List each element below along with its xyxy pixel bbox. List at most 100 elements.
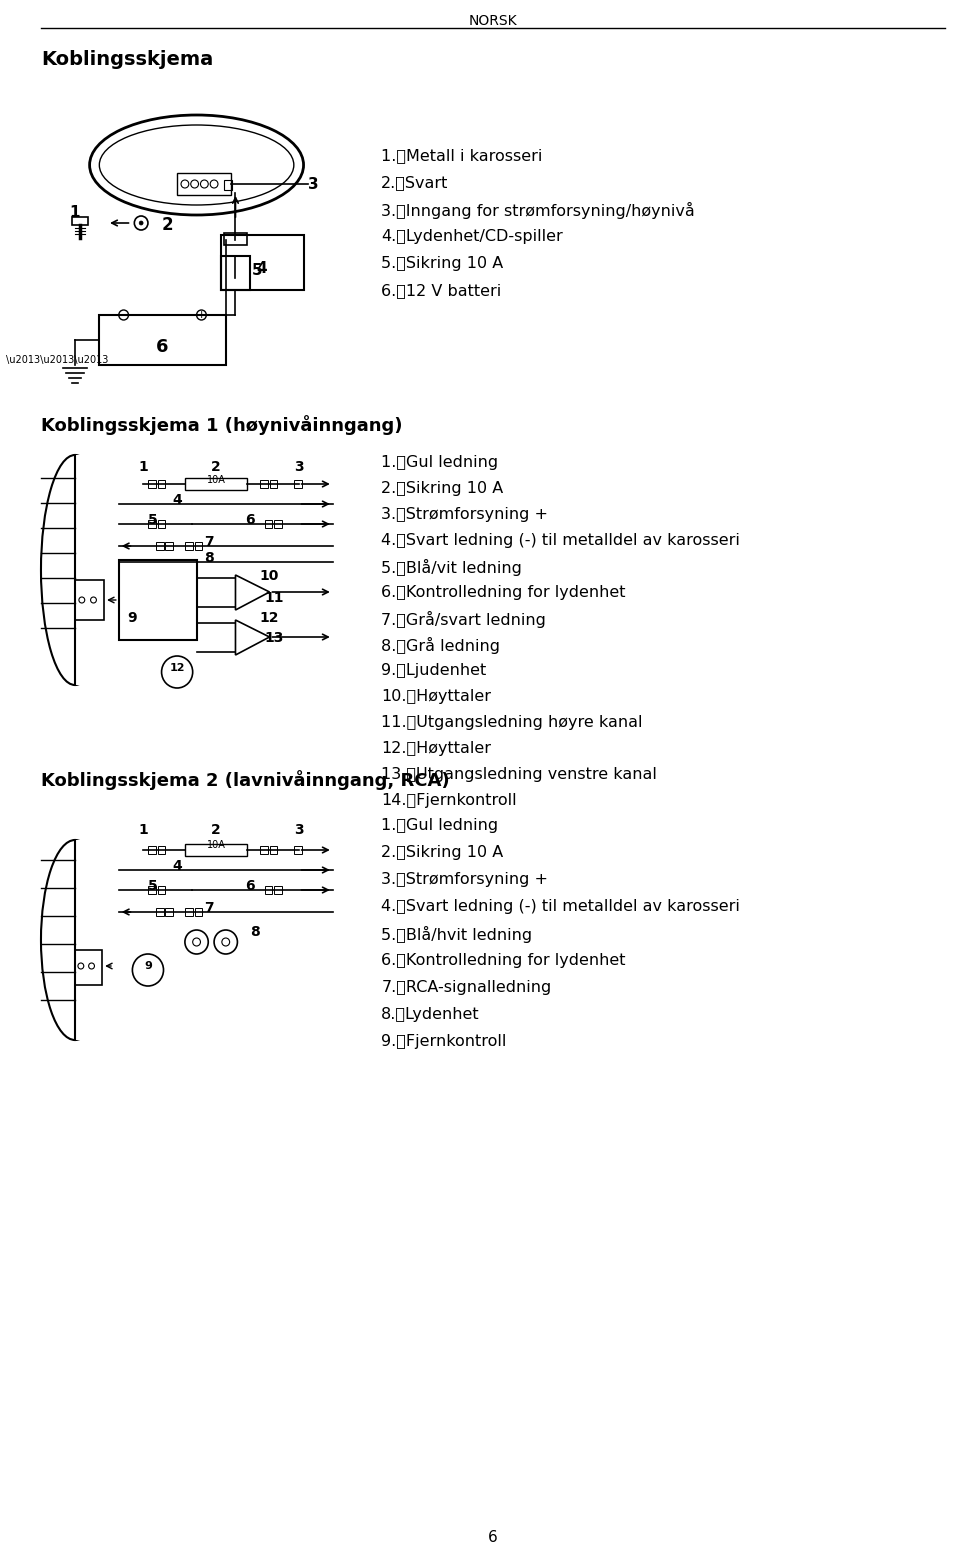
Text: 5.	Blå/vit ledning: 5. Blå/vit ledning: [381, 559, 522, 576]
Bar: [156, 909, 163, 916]
Bar: [165, 542, 173, 549]
Bar: [260, 846, 268, 854]
Text: 8: 8: [250, 926, 260, 940]
Text: Koblingsskjema 2 (lavnivåinngang, RCA): Koblingsskjema 2 (lavnivåinngang, RCA): [41, 770, 449, 790]
Text: 6.	Kontrolledning for lydenhet: 6. Kontrolledning for lydenhet: [381, 954, 626, 968]
Text: 10.	Høyttaler: 10. Høyttaler: [381, 688, 492, 704]
Text: 7.	RCA-signalledning: 7. RCA-signalledning: [381, 980, 552, 994]
Bar: [185, 845, 247, 855]
Text: 7: 7: [204, 901, 214, 915]
Text: 9: 9: [128, 610, 137, 624]
Text: 6.	Kontrolledning for lydenhet: 6. Kontrolledning for lydenhet: [381, 585, 626, 599]
Text: 4.	Svart ledning (-) til metalldel av karosseri: 4. Svart ledning (-) til metalldel av ka…: [381, 532, 740, 548]
Bar: [195, 542, 203, 549]
Text: NORSK: NORSK: [468, 14, 517, 28]
Bar: [224, 180, 231, 190]
Text: 6: 6: [245, 514, 254, 528]
Text: 4.	Svart ledning (-) til metalldel av karosseri: 4. Svart ledning (-) til metalldel av ka…: [381, 899, 740, 915]
Bar: [72, 217, 87, 225]
Text: \u2013\u2013\u2013: \u2013\u2013\u2013: [7, 354, 108, 365]
Bar: [275, 520, 282, 528]
Text: 2: 2: [211, 460, 221, 475]
Bar: [195, 909, 203, 916]
Text: 5: 5: [148, 879, 157, 893]
Bar: [265, 520, 273, 528]
Text: 6: 6: [489, 1530, 498, 1545]
Text: 5: 5: [148, 514, 157, 528]
Text: 3: 3: [294, 460, 303, 475]
Bar: [75, 454, 133, 685]
Bar: [275, 887, 282, 894]
Text: Koblingsskjema 1 (høynivåinngang): Koblingsskjema 1 (høynivåinngang): [41, 415, 402, 436]
Text: 8.	Grå ledning: 8. Grå ledning: [381, 637, 500, 654]
Text: 5: 5: [252, 262, 263, 278]
Text: +: +: [197, 311, 206, 320]
Bar: [156, 542, 163, 549]
Text: 3: 3: [308, 176, 319, 192]
Text: 2.	Svart: 2. Svart: [381, 175, 448, 190]
Bar: [148, 887, 156, 894]
Bar: [221, 256, 250, 290]
Text: 6.	12 V batteri: 6. 12 V batteri: [381, 283, 502, 298]
Bar: [178, 173, 230, 195]
Text: 12: 12: [260, 610, 279, 624]
Text: 8: 8: [204, 551, 214, 565]
Text: 5.	Sikring 10 A: 5. Sikring 10 A: [381, 256, 504, 272]
Text: 12.	Høyttaler: 12. Høyttaler: [381, 741, 492, 756]
Text: 10A: 10A: [206, 840, 226, 851]
Text: 1: 1: [138, 460, 148, 475]
Text: 1: 1: [70, 204, 81, 220]
Text: -: -: [122, 311, 126, 320]
Bar: [185, 478, 247, 490]
Text: 12: 12: [169, 663, 185, 673]
Text: 4: 4: [256, 261, 267, 275]
Text: 1.	Gul ledning: 1. Gul ledning: [381, 818, 498, 834]
Bar: [119, 560, 197, 640]
Bar: [270, 479, 277, 489]
Text: 7.	Grå/svart ledning: 7. Grå/svart ledning: [381, 610, 546, 628]
Text: 11: 11: [265, 592, 284, 606]
Bar: [99, 315, 226, 365]
Bar: [148, 846, 156, 854]
Text: 1: 1: [138, 823, 148, 837]
Bar: [148, 479, 156, 489]
Text: 4.	Lydenhet/CD-spiller: 4. Lydenhet/CD-spiller: [381, 229, 564, 244]
Bar: [165, 909, 173, 916]
Circle shape: [139, 222, 143, 225]
Text: 11.	Utgangsledning høyre kanal: 11. Utgangsledning høyre kanal: [381, 715, 643, 731]
Text: 13: 13: [265, 631, 284, 645]
Bar: [157, 479, 165, 489]
Bar: [157, 887, 165, 894]
Text: 10A: 10A: [206, 475, 226, 485]
Text: 2: 2: [161, 215, 173, 234]
Text: 7: 7: [204, 535, 214, 549]
Bar: [294, 479, 301, 489]
Bar: [148, 520, 156, 528]
Text: 13.	Utgangsledning venstre kanal: 13. Utgangsledning venstre kanal: [381, 766, 658, 782]
Text: 2: 2: [211, 823, 221, 837]
Bar: [270, 846, 277, 854]
Bar: [265, 887, 273, 894]
Text: 3.	Inngang for strømforsyning/høynivå: 3. Inngang for strømforsyning/høynivå: [381, 201, 695, 219]
Text: 9.	Fjernkontroll: 9. Fjernkontroll: [381, 1033, 507, 1049]
Text: 2.	Sikring 10 A: 2. Sikring 10 A: [381, 845, 504, 860]
Bar: [260, 479, 268, 489]
Text: 14.	Fjernkontroll: 14. Fjernkontroll: [381, 793, 517, 809]
Text: 4: 4: [172, 859, 182, 873]
Text: 3.	Strømforsyning +: 3. Strømforsyning +: [381, 873, 548, 887]
Bar: [221, 236, 303, 290]
Text: 3.	Strømforsyning +: 3. Strømforsyning +: [381, 507, 548, 521]
Bar: [157, 846, 165, 854]
Bar: [75, 840, 133, 1040]
Text: 1.	Metall i karosseri: 1. Metall i karosseri: [381, 148, 542, 162]
Text: 1.	Gul ledning: 1. Gul ledning: [381, 454, 498, 470]
Text: 9.	Ljudenhet: 9. Ljudenhet: [381, 663, 487, 677]
Text: 3: 3: [294, 823, 303, 837]
Bar: [75, 951, 103, 985]
Bar: [224, 233, 247, 245]
Text: 8.	Lydenhet: 8. Lydenhet: [381, 1007, 480, 1022]
Bar: [294, 846, 301, 854]
Bar: [185, 909, 193, 916]
Text: 9: 9: [144, 962, 152, 971]
Text: 2.	Sikring 10 A: 2. Sikring 10 A: [381, 481, 504, 496]
